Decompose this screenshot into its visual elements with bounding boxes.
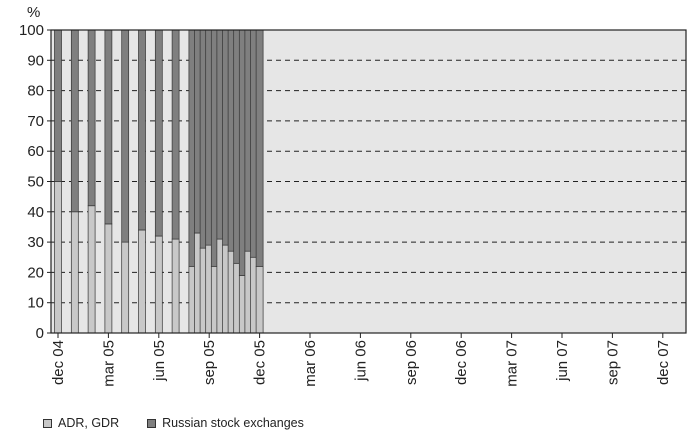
y-tick-label: 50 — [27, 174, 44, 191]
x-tick-label: jun 06 — [352, 340, 369, 382]
x-tick-label: mar 07 — [504, 340, 521, 387]
y-tick-label: 40 — [27, 204, 44, 221]
x-tick-label: sep 05 — [201, 340, 218, 385]
bar-russian-stock-exchanges-mar-05 — [70, 29, 79, 213]
y-axis-tick-labels: 0 10 20 30 40 50 60 70 80 90 100 — [19, 22, 51, 342]
x-axis-tick-labels: dec 04 mar 05 jun 05 sep 05 dec 05 mar 06 jun … — [50, 333, 672, 387]
y-tick-label: 80 — [27, 83, 44, 100]
x-tick-label: mar 06 — [302, 340, 319, 387]
legend-swatch-adr-gdr — [43, 418, 52, 428]
grid-lines — [51, 59, 686, 304]
y-tick-label: 100 — [19, 22, 44, 39]
legend-item-russian-stock-exchanges: Russian stock exchanges — [147, 416, 304, 430]
bar-russian-stock-exchanges-dec-04 — [54, 29, 62, 182]
bar-adr-gdr-dec-04 — [54, 181, 62, 334]
bar-adr-gdr-sep-06 — [171, 238, 180, 334]
bar-adr-gdr-dec-07 — [255, 265, 264, 334]
legend-label-russian-stock-exchanges: Russian stock exchanges — [162, 416, 304, 430]
x-tick-label: jun 07 — [554, 340, 571, 382]
legend-label-adr-gdr: ADR, GDR — [58, 416, 120, 430]
bar-russian-stock-exchanges-mar-06 — [138, 29, 146, 231]
y-tick-label: 30 — [27, 234, 44, 251]
y-tick-label: 20 — [27, 264, 44, 281]
y-tick-label: 70 — [27, 113, 44, 130]
x-tick-label: jun 05 — [151, 340, 168, 382]
x-tick-label: dec 05 — [252, 340, 269, 385]
y-tick-label: 10 — [27, 295, 44, 312]
bars — [54, 29, 264, 334]
x-tick-label: dec 06 — [453, 340, 470, 385]
bar-adr-gdr-mar-05 — [70, 211, 79, 334]
x-tick-label: dec 07 — [655, 340, 672, 385]
x-tick-label: sep 06 — [403, 340, 420, 385]
x-tick-label: dec 04 — [50, 340, 67, 385]
bar-adr-gdr-mar-06 — [138, 229, 146, 334]
legend-item-adr-gdr: ADR, GDR — [43, 416, 119, 430]
legend-swatch-russian-stock-exchanges — [147, 418, 157, 428]
bar-russian-stock-exchanges-dec-07 — [255, 29, 264, 267]
bar-russian-stock-exchanges-sep-05 — [104, 29, 113, 225]
bar-adr-gdr-dec-05 — [121, 241, 130, 334]
x-tick-label: mar 05 — [100, 340, 117, 387]
bar-russian-stock-exchanges-sep-06 — [171, 29, 180, 240]
bar-adr-gdr-jun-06 — [154, 235, 163, 334]
y-axis-unit-label: % — [27, 4, 40, 21]
y-tick-label: 0 — [36, 325, 44, 342]
y-tick-label: 60 — [27, 143, 44, 160]
bar-russian-stock-exchanges-jun-06 — [154, 29, 163, 237]
bar-adr-gdr-jun-05 — [87, 205, 96, 334]
bar-russian-stock-exchanges-dec-05 — [121, 29, 130, 243]
bar-russian-stock-exchanges-jun-05 — [87, 29, 96, 207]
legend: ADR, GDR Russian stock exchanges — [43, 415, 332, 431]
y-tick-label: 90 — [27, 52, 44, 69]
bar-adr-gdr-sep-05 — [104, 223, 113, 334]
x-tick-label: sep 07 — [604, 340, 621, 385]
